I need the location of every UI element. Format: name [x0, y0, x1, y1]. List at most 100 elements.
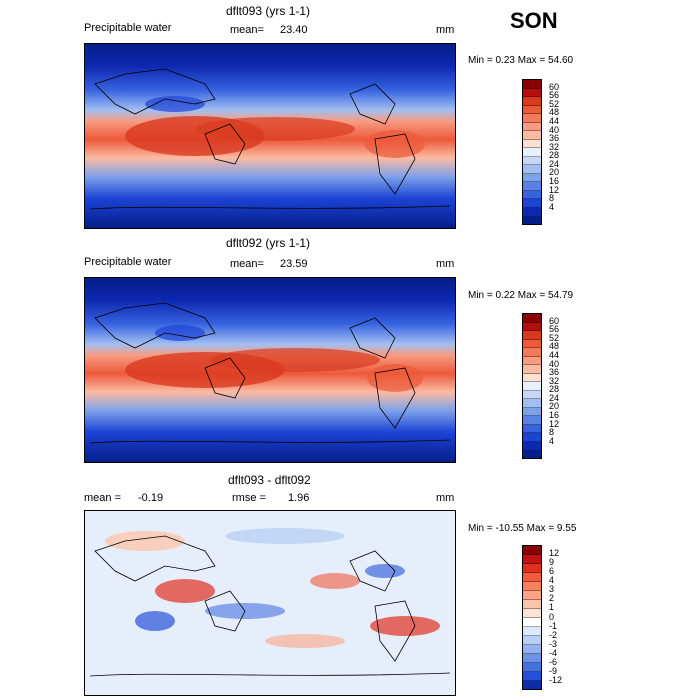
- colorbar-tick-label: 16: [549, 410, 560, 421]
- colorbar-swatch: [523, 382, 541, 391]
- colorbar-swatch: [523, 582, 541, 591]
- colorbar-swatch: [523, 555, 541, 564]
- colorbar-swatch: [523, 672, 541, 681]
- colorbar-swatch: [523, 645, 541, 654]
- colorbar-swatch: [523, 216, 541, 225]
- colorbar-swatch: [523, 627, 541, 636]
- panel-2-colorbar: [522, 313, 542, 459]
- colorbar-swatch: [523, 365, 541, 374]
- panel-2-mean-label: mean=: [230, 258, 264, 270]
- colorbar-swatch: [523, 114, 541, 123]
- colorbar-swatch: [523, 156, 541, 166]
- colorbar-swatch: [523, 190, 541, 200]
- colorbar-tick-label: 28: [549, 150, 560, 161]
- difference-map-dflt093-minus-dflt092: [84, 510, 456, 696]
- colorbar-tick-label: -6: [549, 656, 558, 667]
- precipitable-water-map-dflt092: [84, 277, 456, 463]
- colorbar-swatch: [523, 165, 541, 174]
- colorbar-tick-label: 4: [549, 435, 555, 446]
- colorbar-tick-label: -3: [549, 638, 558, 649]
- colorbar-tick-label: 40: [549, 124, 560, 135]
- colorbar-swatch: [523, 441, 541, 451]
- colorbar-tick-label: 52: [549, 98, 560, 109]
- colorbar-swatch: [523, 139, 541, 149]
- colorbar-tick-label: 48: [549, 341, 560, 352]
- colorbar-swatch: [523, 663, 541, 672]
- precipitable-water-map-dflt093: [84, 43, 456, 229]
- panel-1-field-label: Precipitable water: [84, 22, 172, 34]
- colorbar-swatch: [523, 600, 541, 609]
- colorbar-tick-label: -1: [549, 620, 558, 631]
- colorbar-tick-label: 16: [549, 176, 560, 187]
- colorbar-swatch: [523, 88, 541, 98]
- colorbar-tick-label: -12: [549, 674, 563, 685]
- panel-1-mean-value: 23.40: [280, 24, 308, 36]
- colorbar-tick-label: 8: [549, 427, 555, 438]
- colorbar-tick-label: 6: [549, 566, 555, 577]
- colorbar-tick-label: 56: [549, 90, 560, 101]
- colorbar-tick-label: 44: [549, 115, 560, 126]
- colorbar-swatch: [523, 131, 541, 140]
- panel-3-units: mm: [436, 492, 455, 504]
- panel-1-units: mm: [436, 24, 455, 36]
- colorbar-swatch: [523, 636, 541, 645]
- colorbar-swatch: [523, 618, 541, 627]
- colorbar-swatch: [523, 173, 541, 183]
- panel-1-mean-label: mean=: [230, 24, 264, 36]
- colorbar-swatch: [523, 373, 541, 383]
- colorbar-swatch: [523, 97, 541, 106]
- colorbar-tick-label: 32: [549, 141, 560, 152]
- panel-2-units: mm: [436, 258, 455, 270]
- panel-3-title: dflt093 - dflt092: [228, 473, 311, 487]
- colorbar-swatch: [523, 591, 541, 600]
- colorbar-tick-label: 0: [549, 611, 555, 622]
- colorbar-swatch: [523, 122, 541, 132]
- colorbar-swatch: [523, 356, 541, 366]
- panel-1-title: dflt093 (yrs 1-1): [226, 4, 311, 18]
- panel-3-min-max: Min = -10.55 Max = 9.55: [468, 523, 577, 534]
- colorbar-swatch: [523, 331, 541, 340]
- colorbar-swatch: [523, 207, 541, 217]
- colorbar-tick-label: -4: [549, 647, 558, 658]
- colorbar-swatch: [523, 433, 541, 442]
- panel-3-mean-label: mean =: [84, 492, 121, 504]
- colorbar-swatch: [523, 148, 541, 157]
- colorbar-tick-label: 48: [549, 107, 560, 118]
- colorbar-tick-label: 56: [549, 324, 560, 335]
- colorbar-swatch: [523, 105, 541, 115]
- colorbar-tick-label: 12: [549, 418, 560, 429]
- panel-2-field-label: Precipitable water: [84, 256, 172, 268]
- colorbar-swatch: [523, 182, 541, 191]
- colorbar-swatch: [523, 348, 541, 357]
- colorbar-swatch: [523, 681, 541, 689]
- colorbar-tick-label: 2: [549, 593, 555, 604]
- panel-2-mean-value: 23.59: [280, 258, 308, 270]
- colorbar-swatch: [523, 314, 541, 323]
- season-label: SON: [510, 8, 558, 33]
- colorbar-swatch: [523, 339, 541, 349]
- colorbar-tick-label: 4: [549, 201, 555, 212]
- colorbar-tick-label: 8: [549, 193, 555, 204]
- colorbar-tick-label: 36: [549, 133, 560, 144]
- panel-1-colorbar: [522, 79, 542, 225]
- colorbar-tick-label: 40: [549, 358, 560, 369]
- colorbar-swatch: [523, 390, 541, 400]
- panel-1-min-max: Min = 0.23 Max = 54.60: [468, 55, 574, 66]
- colorbar-tick-label: 32: [549, 375, 560, 386]
- colorbar-swatch: [523, 199, 541, 208]
- colorbar-tick-label: 60: [549, 315, 560, 326]
- colorbar-swatch: [523, 450, 541, 459]
- colorbar-swatch: [523, 80, 541, 89]
- colorbar-swatch: [523, 399, 541, 408]
- colorbar-tick-label: 20: [549, 167, 560, 178]
- colorbar-tick-label: 12: [549, 184, 560, 195]
- colorbar-tick-label: 1: [549, 602, 555, 613]
- colorbar-swatch: [523, 424, 541, 434]
- colorbar-tick-label: 36: [549, 367, 560, 378]
- colorbar-tick-label: 28: [549, 384, 560, 395]
- colorbar-tick-label: 3: [549, 584, 555, 595]
- colorbar-swatch: [523, 564, 541, 573]
- colorbar-tick-label: 24: [549, 158, 560, 169]
- panel-2-title: dflt092 (yrs 1-1): [226, 236, 311, 250]
- colorbar-swatch: [523, 322, 541, 332]
